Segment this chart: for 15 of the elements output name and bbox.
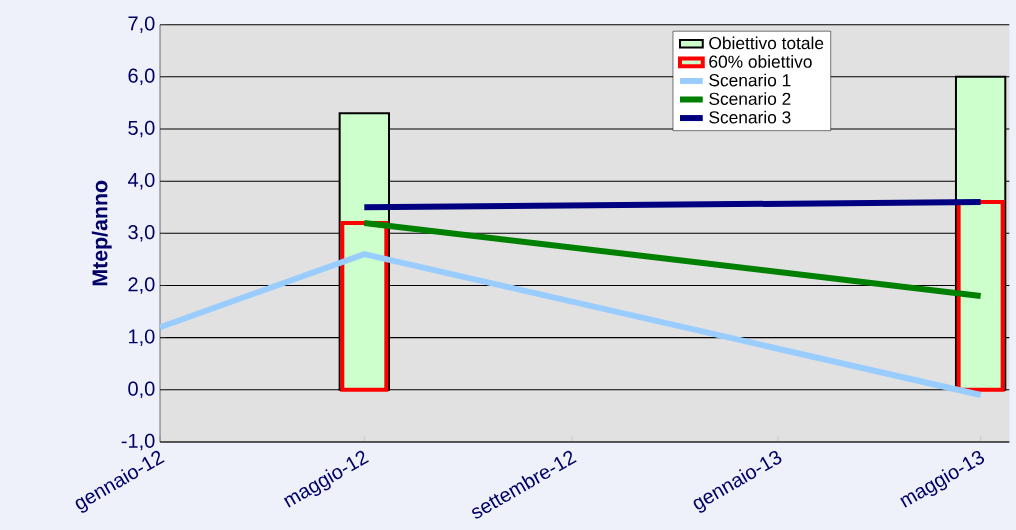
y-tick-label: 5,0 [128,120,155,138]
y-tick-label: 0,0 [128,381,155,399]
y-tick-label: -1,0 [121,433,155,451]
y-tick-label: 4,0 [127,172,155,190]
y-tick-label: 3,0 [128,225,155,242]
y-axis-title: Mtep/anno [91,180,112,286]
legend-label: Scenario 2 [709,92,791,105]
y-tick-label: 2,0 [128,277,155,294]
legend-label: Scenario 3 [709,110,791,124]
legend-label: Obiettivo totale [709,36,824,50]
y-tick-label: 7,0 [128,16,155,33]
y-tick-label: 6,0 [128,68,155,86]
legend-label: Scenario 1 [709,73,791,87]
y-tick-label: 1,0 [129,329,155,346]
legend-label: 60% obiettivo [709,55,812,68]
